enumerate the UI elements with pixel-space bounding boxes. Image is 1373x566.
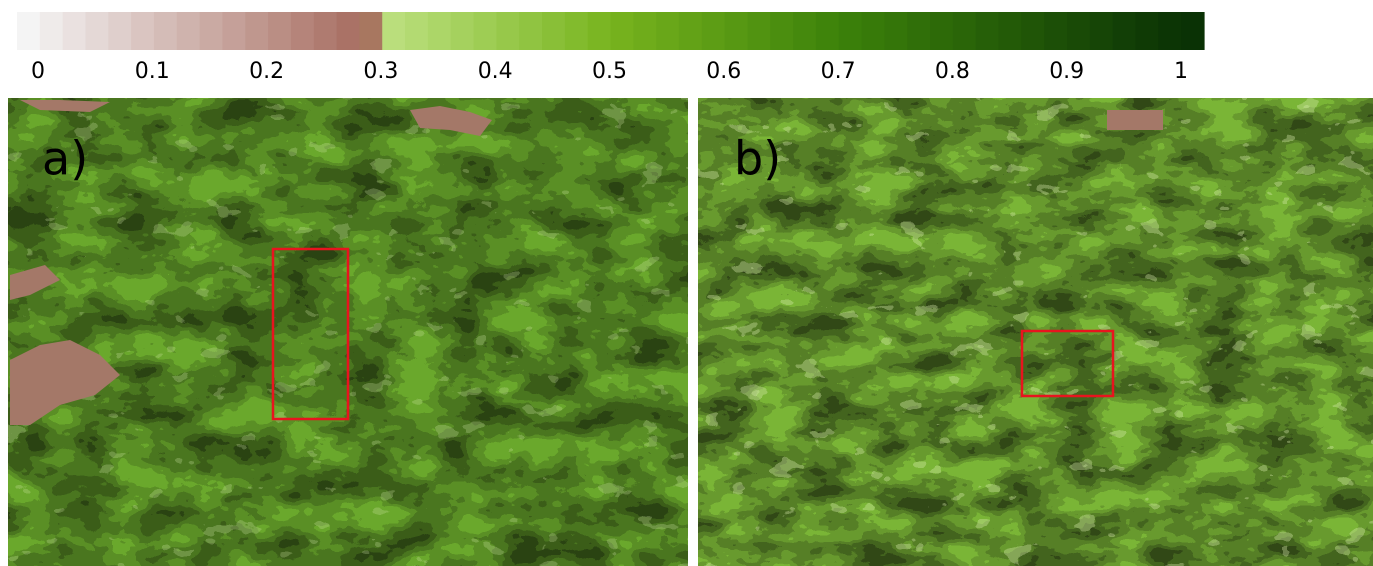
- colorbar-segment: [930, 12, 954, 50]
- colorbar-segment: [39, 12, 64, 50]
- colorbar-segment: [1021, 12, 1045, 50]
- colorbar-segment: [382, 12, 406, 50]
- colorbar-segment: [131, 12, 155, 50]
- colorbar-segment: [1089, 12, 1114, 50]
- tick-label: 0.9: [1049, 59, 1084, 84]
- colorbar-segment: [1135, 12, 1159, 50]
- colorbar-segment: [199, 12, 224, 50]
- colorbar-segment: [336, 12, 361, 50]
- colorbar-segment: [473, 12, 497, 50]
- colorbar-segment: [542, 12, 566, 50]
- colorbar-segment: [1067, 12, 1091, 50]
- colorbar-segment: [701, 12, 726, 50]
- tick-label: 0.4: [478, 59, 513, 84]
- colorbar-segment: [62, 12, 87, 50]
- colorbar-segment: [313, 12, 338, 50]
- panel-a: a): [8, 98, 688, 566]
- tick-label: 0: [31, 59, 45, 84]
- colorbar-segment: [222, 12, 246, 50]
- tick-label: 0.8: [935, 59, 970, 84]
- colorbar-segment: [815, 12, 840, 50]
- colorbar-segment: [861, 12, 886, 50]
- colorbar-segment: [85, 12, 109, 50]
- colorbar-segment: [519, 12, 543, 50]
- colorbar-segment: [724, 12, 749, 50]
- tick-label: 0.7: [821, 59, 856, 84]
- tick-label: 0.1: [135, 59, 170, 84]
- colorbar-segment: [359, 12, 383, 50]
- colorbar-segment: [770, 12, 794, 50]
- colorbar-segment: [884, 12, 908, 50]
- colorbar-segment: [633, 12, 657, 50]
- colorbar-segment: [747, 12, 771, 50]
- panel-label: a): [42, 132, 88, 186]
- colorbar-segment: [952, 12, 977, 50]
- colorbar-segment: [838, 12, 863, 50]
- colorbar-segment: [1044, 12, 1068, 50]
- tick-label: 0.2: [249, 59, 284, 84]
- colorbar-ticks: 0 0.1 0.2 0.3 0.4 0.5 0.6 0.7 0.8 0.9 1: [31, 59, 1188, 84]
- colorbar-segment: [17, 12, 41, 50]
- colorbar-segment: [290, 12, 315, 50]
- colorbar-segment: [793, 12, 817, 50]
- panel-label: b): [734, 132, 781, 186]
- tick-label: 0.3: [363, 59, 398, 84]
- colorbar-segment: [998, 12, 1022, 50]
- tick-label: 0.5: [592, 59, 627, 84]
- colorbar-segment: [108, 12, 132, 50]
- colorbar-segment: [1181, 12, 1205, 50]
- colorbar-segment: [564, 12, 589, 50]
- tick-label: 0.6: [706, 59, 741, 84]
- tick-label: 1: [1174, 59, 1188, 84]
- colorbar-segment: [427, 12, 452, 50]
- colorbar-segment: [907, 12, 931, 50]
- colorbar-segment: [450, 12, 475, 50]
- colorbar-segment: [975, 12, 1000, 50]
- colorbar-segment: [405, 12, 429, 50]
- colorbar-segment: [176, 12, 201, 50]
- colorbar-segment: [153, 12, 178, 50]
- colorbar-segment: [610, 12, 634, 50]
- colorbar-segment: [496, 12, 520, 50]
- colorbar: [17, 12, 1205, 50]
- colorbar-segment: [268, 12, 292, 50]
- colorbar-segment: [1158, 12, 1182, 50]
- panel-b: b): [698, 98, 1373, 566]
- colorbar-segment: [678, 12, 703, 50]
- colorbar-segment: [245, 12, 269, 50]
- colorbar-segment: [656, 12, 680, 50]
- colorbar-segment: [587, 12, 612, 50]
- colorbar-segment: [1112, 12, 1137, 50]
